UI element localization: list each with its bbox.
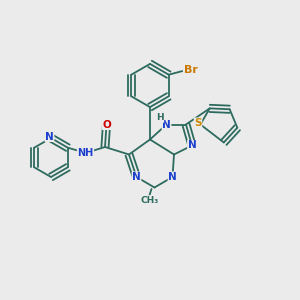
Text: H: H [156,113,164,122]
Text: O: O [102,119,111,130]
Text: S: S [194,118,202,128]
Text: NH: NH [77,148,94,158]
Text: N: N [168,172,177,182]
Text: N: N [162,119,171,130]
Text: Br: Br [184,65,198,75]
Text: N: N [188,140,196,151]
Text: N: N [132,172,141,182]
Text: N: N [45,131,54,142]
Text: CH₃: CH₃ [141,196,159,205]
